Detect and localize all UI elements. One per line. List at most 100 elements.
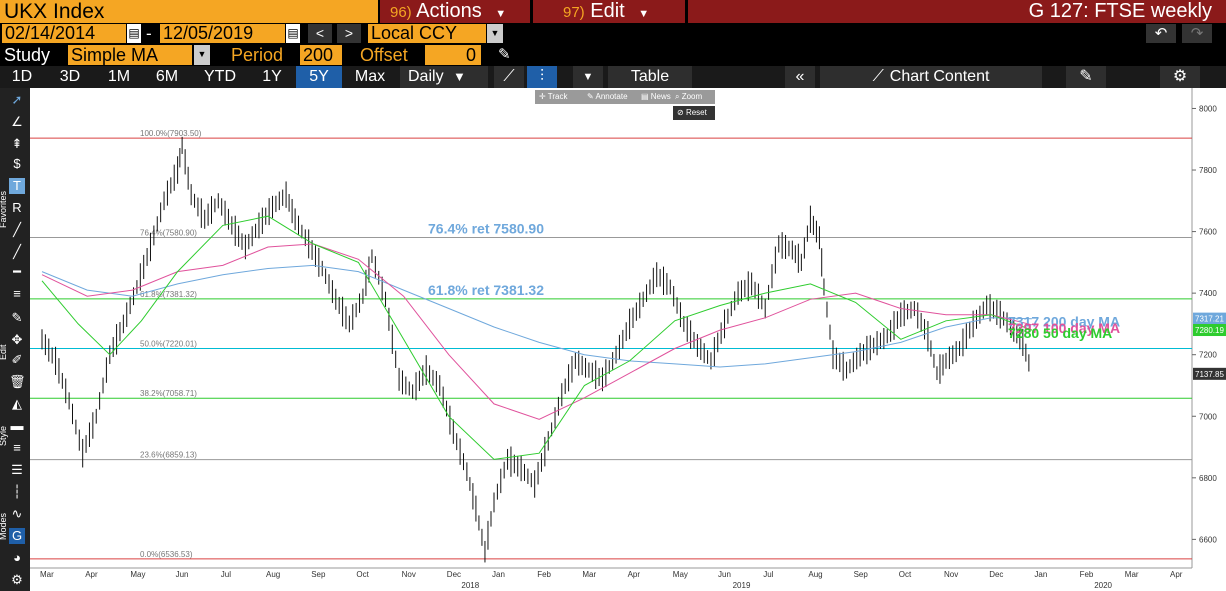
edit-number: 97): [563, 4, 585, 21]
move-icon[interactable]: ✥: [11, 332, 23, 347]
style-label: Style: [0, 425, 8, 446]
offset-input[interactable]: 0: [425, 45, 481, 65]
next-period-button[interactable]: >: [337, 24, 361, 43]
actions-menu[interactable]: 96) Actions ▼: [380, 0, 530, 23]
prev-period-button[interactable]: <: [308, 24, 332, 43]
period-label: Period: [231, 45, 284, 65]
line-width-icon[interactable]: ☰: [11, 462, 23, 477]
fib-icon[interactable]: ⇞: [11, 136, 23, 151]
color-picker-icon[interactable]: ◭: [12, 396, 22, 411]
y-tick-label: 7200: [1199, 351, 1217, 360]
frequency-select[interactable]: Daily ▼: [400, 66, 488, 88]
study-label: Study: [4, 45, 51, 65]
bar-chart-icon[interactable]: ⫶: [527, 66, 557, 88]
zoom-button[interactable]: ⌕ Zoom: [675, 92, 703, 101]
news-button[interactable]: ▤ News: [641, 92, 671, 101]
paint-icon[interactable]: ✐: [11, 352, 23, 367]
text-tool-icon[interactable]: T: [9, 178, 25, 194]
range-5y-button[interactable]: 5Y: [296, 66, 342, 88]
x-tick-label: Jan: [492, 570, 505, 579]
start-date-input[interactable]: 02/14/2014: [2, 24, 126, 43]
fib-level-label: 0.0%(6536.53): [140, 550, 193, 559]
collapse-icon[interactable]: «: [785, 66, 815, 88]
delete-icon[interactable]: 🗑: [9, 374, 26, 389]
table-button[interactable]: Table: [608, 66, 692, 88]
x-tick-label: Sep: [311, 570, 326, 579]
redo-icon[interactable]: ↷: [1182, 24, 1212, 43]
ticker-field[interactable]: UKX Index: [0, 0, 378, 23]
range-ytd-button[interactable]: YTD: [204, 68, 236, 85]
range-3d-button[interactable]: 3D: [59, 68, 81, 85]
x-year-label: 2019: [733, 581, 751, 590]
y-tick-label: 7800: [1199, 166, 1217, 175]
chevron-down-icon[interactable]: ▼: [487, 24, 503, 43]
range-1d-button[interactable]: 1D: [11, 68, 33, 85]
chart-annotation: 61.8% ret 7381.32: [428, 282, 544, 298]
x-tick-label: Jul: [221, 570, 231, 579]
pen-icon[interactable]: ✎: [11, 310, 23, 325]
dash-icon[interactable]: ┆: [13, 484, 21, 499]
price-tag-label: 7280.19: [1195, 326, 1224, 335]
chart-content-button[interactable]: ⟋ Chart Content: [820, 66, 1042, 88]
title-bar: UKX Index 96) Actions ▼ 97) Edit ▼ G 127…: [0, 0, 1226, 23]
reset-button[interactable]: ⊘ Reset: [673, 106, 715, 120]
drawing-toolbar: ➚ ∠ ⇞ $ T R ╱ ╱ ━ ≡ ✎ ✥ ✐ 🗑 ◭ ▬ ≡ ☰ ┆ ∿ …: [0, 88, 30, 591]
y-tick-label: 6800: [1199, 474, 1217, 483]
dollar-icon[interactable]: $: [13, 156, 21, 171]
zoom-label: Zoom: [681, 92, 703, 101]
annotate-label: Annotate: [595, 92, 628, 101]
palette-icon[interactable]: ◕: [13, 550, 21, 565]
x-tick-label: Mar: [582, 570, 596, 579]
edit-chart-icon[interactable]: ✎: [1066, 66, 1106, 88]
chart-canvas[interactable]: 6600 6800 7000 7200 7400 7600 7800 8000 100.0%(7…: [30, 88, 1226, 591]
calendar-icon[interactable]: ▤: [286, 24, 300, 43]
period-input[interactable]: 200: [300, 45, 342, 65]
range-1y-button[interactable]: 1Y: [262, 68, 282, 85]
chart-annotation: 7317 200 day MA: [1008, 314, 1120, 330]
range-6m-button[interactable]: 6M: [155, 68, 179, 85]
x-tick-label: Jan: [1034, 570, 1047, 579]
price-tag: [1193, 367, 1226, 380]
calendar-icon[interactable]: ▤: [127, 24, 141, 43]
channel-icon[interactable]: ≡: [13, 286, 21, 301]
line-chart-icon[interactable]: ⟋: [494, 66, 524, 88]
chevron-down-icon[interactable]: ▼: [573, 66, 603, 88]
pencil-icon[interactable]: ✎: [498, 46, 511, 63]
track-button[interactable]: ✛ Track: [539, 92, 568, 101]
trendline-icon[interactable]: ∠: [11, 114, 23, 129]
price-chart[interactable]: 6600 6800 7000 7200 7400 7600 7800 8000 100.0%(7…: [30, 88, 1226, 591]
x-tick-label: Aug: [808, 570, 822, 579]
currency-select[interactable]: Local CCY: [368, 24, 486, 43]
chevron-down-icon: ▼: [453, 69, 466, 84]
edit-menu[interactable]: 97) Edit ▼: [533, 0, 685, 23]
study-type-select[interactable]: Simple MA: [68, 45, 192, 65]
ma200-line: [41, 264, 1032, 368]
ratio-icon[interactable]: R: [12, 200, 22, 215]
modes-icon[interactable]: G: [9, 528, 25, 544]
chart-float-toolbar: ✛ Track ✎ Annotate ▤ News ⌕ Zoom: [535, 90, 715, 104]
gear-icon[interactable]: ⚙: [11, 572, 23, 587]
ma100-line: [41, 243, 1033, 420]
range-max-button[interactable]: Max: [354, 68, 386, 85]
line-style-icon[interactable]: ≡: [13, 440, 21, 455]
pointer-icon[interactable]: ➚: [11, 92, 23, 107]
wave-icon[interactable]: ∿: [11, 506, 23, 521]
x-tick-label: Aug: [266, 570, 280, 579]
undo-icon[interactable]: ↶: [1146, 24, 1176, 43]
fib-level-label: 50.0%(7220.01): [140, 340, 197, 349]
modes-label: Modes: [0, 512, 8, 540]
x-tick-label: Dec: [447, 570, 461, 579]
end-date-input[interactable]: 12/05/2019: [160, 24, 285, 43]
annotate-button[interactable]: ✎ Annotate: [587, 92, 628, 101]
x-tick-label: Oct: [899, 570, 912, 579]
fib-level-label: 38.2%(7058.71): [140, 389, 197, 398]
range-1m-button[interactable]: 1M: [107, 68, 131, 85]
chevron-down-icon[interactable]: ▼: [194, 45, 210, 65]
horizontal-line-icon[interactable]: ━: [13, 264, 21, 279]
gear-icon[interactable]: ⚙: [1160, 66, 1200, 88]
x-tick-label: Mar: [1125, 570, 1139, 579]
news-label: News: [650, 92, 671, 101]
fill-icon[interactable]: ▬: [10, 418, 24, 433]
ray-icon[interactable]: ╱: [13, 244, 21, 259]
line-tool-icon[interactable]: ╱: [13, 222, 21, 237]
